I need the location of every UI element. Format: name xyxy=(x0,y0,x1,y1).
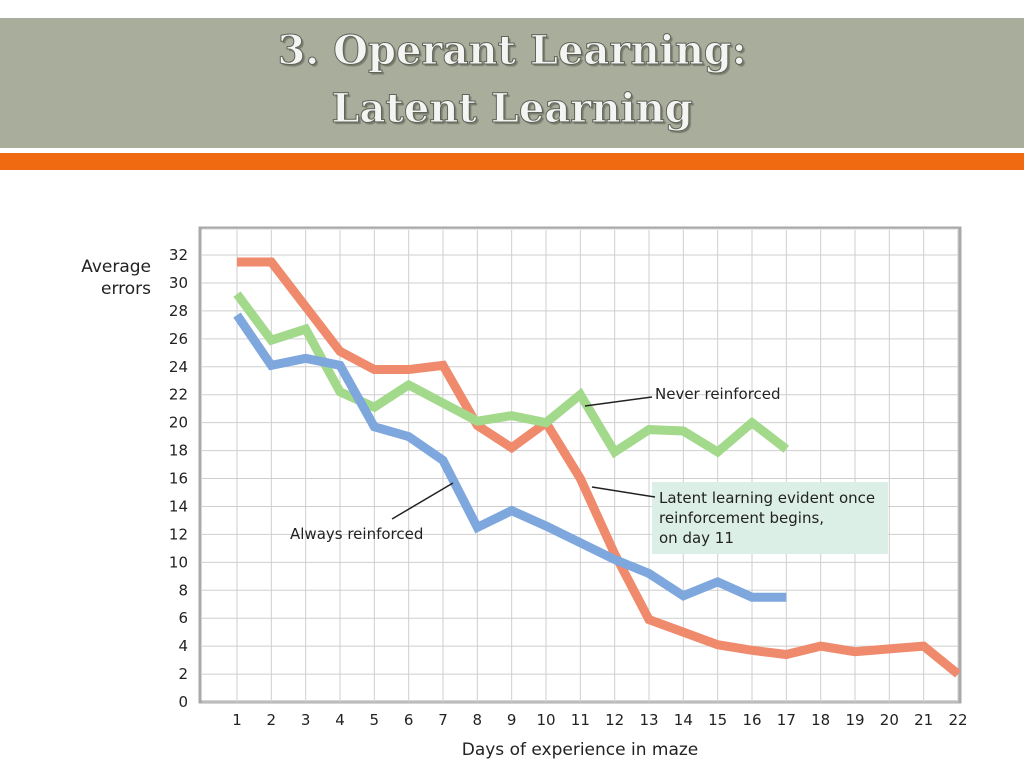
x-tick-label: 2 xyxy=(267,711,277,729)
title-band xyxy=(0,18,1024,148)
y-tick-label: 30 xyxy=(169,274,188,292)
x-tick-label: 9 xyxy=(507,711,517,729)
x-tick-label: 7 xyxy=(438,711,448,729)
x-tick-labels: 1 2 3 4 5 6 7 8 9 10 11 12 13 14 15 16 17 18 19 20 21 22 xyxy=(232,711,967,729)
x-tick-label: 10 xyxy=(536,711,555,729)
x-tick-label: 3 xyxy=(301,711,311,729)
x-tick-label: 19 xyxy=(845,711,864,729)
x-tick-label: 21 xyxy=(914,711,933,729)
x-tick-label: 12 xyxy=(605,711,624,729)
x-tick-label: 14 xyxy=(674,711,693,729)
latent-learning-label-line3: on day 11 xyxy=(659,529,734,547)
y-tick-label: 8 xyxy=(178,581,188,599)
y-axis-title-line2: errors xyxy=(101,279,151,299)
y-tick-label: 16 xyxy=(169,470,188,488)
accent-band xyxy=(0,153,1024,170)
slide-title: 3. Operant Learning: Latent Learning xyxy=(0,22,1024,138)
x-tick-label: 8 xyxy=(473,711,483,729)
y-tick-label: 22 xyxy=(169,386,188,404)
x-tick-label: 6 xyxy=(404,711,414,729)
latent-learning-leader xyxy=(591,486,656,498)
y-tick-label: 6 xyxy=(178,609,188,627)
y-axis-title-line1: Average xyxy=(81,257,151,277)
x-tick-label: 13 xyxy=(639,711,658,729)
x-tick-label: 16 xyxy=(742,711,761,729)
x-tick-label: 4 xyxy=(335,711,345,729)
always-reinforced-leader xyxy=(391,482,454,520)
x-tick-label: 22 xyxy=(948,711,967,729)
y-tick-label: 18 xyxy=(169,442,188,460)
x-tick-label: 20 xyxy=(880,711,899,729)
slide-title-line1: 3. Operant Learning: xyxy=(277,27,747,75)
y-tick-label: 0 xyxy=(178,693,188,711)
latent-learning-box xyxy=(652,482,888,554)
slide-title-line2: Latent Learning xyxy=(331,85,693,133)
y-tick-label: 26 xyxy=(169,330,188,348)
always-reinforced-label: Always reinforced xyxy=(290,525,423,543)
y-tick-label: 14 xyxy=(169,497,188,515)
x-axis-title: Days of experience in maze xyxy=(462,740,699,760)
x-tick-label: 5 xyxy=(370,711,380,729)
y-tick-label: 24 xyxy=(169,358,188,376)
y-tick-label: 32 xyxy=(169,246,188,264)
y-tick-label: 2 xyxy=(178,665,188,683)
x-tick-label: 11 xyxy=(571,711,590,729)
never-reinforced-leader xyxy=(584,396,653,407)
series-layer xyxy=(233,257,961,678)
series-line-latent xyxy=(237,257,961,678)
x-tick-label: 1 xyxy=(232,711,242,729)
y-tick-label: 10 xyxy=(169,553,188,571)
x-tick-label: 18 xyxy=(811,711,830,729)
y-tick-label: 20 xyxy=(169,414,188,432)
never-reinforced-label: Never reinforced xyxy=(655,385,781,403)
y-tick-label: 4 xyxy=(178,637,188,655)
series-line-always xyxy=(233,312,787,602)
y-tick-label: 28 xyxy=(169,302,188,320)
series-line-never xyxy=(233,291,790,459)
latent-learning-label-line1: Latent learning evident once xyxy=(659,489,875,507)
x-tick-label: 17 xyxy=(777,711,796,729)
latent-learning-label-line2: reinforcement begins, xyxy=(659,509,824,527)
x-tick-label: 15 xyxy=(708,711,727,729)
y-tick-label: 12 xyxy=(169,525,188,543)
